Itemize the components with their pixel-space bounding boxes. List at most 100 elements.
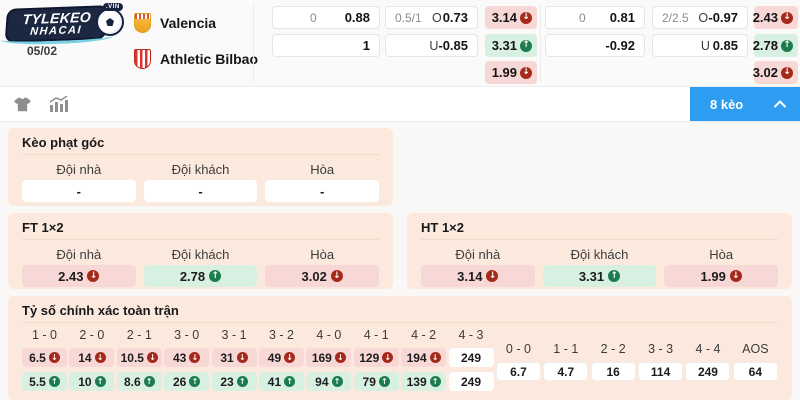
g1-handicap-home-cell[interactable]: 0 0.88	[272, 6, 380, 29]
score-odds-cell-bottom[interactable]: 249	[448, 372, 494, 391]
score-odds-value: 94	[315, 374, 329, 389]
corner-draw-cell[interactable]: -	[265, 180, 379, 202]
away-column-header: Đội khách	[171, 247, 230, 262]
g2-1x2-home-odds: 2.43	[752, 10, 778, 25]
odds-down-icon: ↓	[330, 270, 343, 282]
draw-score-odds-cell[interactable]: 16	[590, 362, 636, 381]
odds-down-icon: ↓	[781, 66, 793, 79]
score-odds-cell-top[interactable]: 10.5 ↓	[116, 348, 162, 367]
g1-over-cell[interactable]: 0.5/1 O 0.73	[385, 6, 478, 29]
g1-1x2-draw-odds: 1.99	[491, 65, 517, 80]
score-odds-cell-bottom[interactable]: 10 ↑	[69, 372, 115, 391]
score-column: 4 - 3 249 249	[448, 327, 494, 391]
score-odds-value: 249	[697, 364, 718, 379]
g1-handicap-away-cell[interactable]: 1	[272, 34, 380, 57]
score-odds-cell-bottom[interactable]: 26 ↑	[164, 372, 210, 391]
ht-draw-odds-cell[interactable]: 1.99 ↓	[664, 265, 778, 287]
draw-score-odds-cell[interactable]: 114	[638, 362, 684, 381]
score-odds-value: 6.5	[29, 350, 46, 365]
ht-home-odds-cell[interactable]: 3.14 ↓	[421, 265, 535, 287]
ft-home-odds-cell[interactable]: 2.43 ↓	[22, 265, 136, 287]
ft-1x2-panel: FT 1×2 Đội nhà Đội khách Hòa 2.43 ↓ 2.78…	[8, 213, 393, 289]
score-label: 3 - 0	[174, 328, 200, 342]
lineup-jersey-icon[interactable]	[14, 97, 31, 112]
score-odds-cell-bottom[interactable]: 94 ↑	[306, 372, 352, 391]
keo-count-button[interactable]: 8 kèo	[690, 87, 800, 121]
score-odds-cell-top[interactable]: 249	[448, 348, 494, 367]
odds-up-icon: ↑	[520, 39, 532, 52]
g2-1x2-draw-cell[interactable]: 3.02 ↓	[752, 61, 798, 84]
draw-column-header: Hòa	[310, 162, 335, 177]
score-odds-value: 23	[220, 374, 234, 389]
score-odds-cell-top[interactable]: 6.5 ↓	[22, 348, 67, 367]
ht-away-odds-cell[interactable]: 3.31 ↑	[542, 265, 657, 287]
draw-score-odds-cell[interactable]: 4.7	[543, 362, 589, 381]
team-row-home: Valencia	[134, 10, 216, 36]
odds-up-icon: ↑	[429, 376, 441, 387]
corner-home-cell[interactable]: -	[22, 180, 136, 202]
draw-column-header: Hòa	[310, 247, 335, 262]
match-header: TYLEKEO NHACAI .VIN 05/02 Valencia Athle…	[0, 0, 800, 87]
draw-score-column: 3 - 3 114	[638, 327, 684, 391]
odds-down-icon: ↓	[729, 270, 742, 282]
g1-1x2-away-cell[interactable]: 3.31 ↑	[485, 34, 537, 57]
match-toolbar: 8 kèo	[0, 87, 800, 122]
g2-handicap-away-cell[interactable]: -0.92	[545, 34, 645, 57]
g1-1x2-away-odds: 3.31	[491, 38, 517, 53]
stats-chart-icon[interactable]	[49, 96, 69, 112]
g2-1x2-home-cell[interactable]: 2.43 ↓	[752, 6, 798, 29]
odds-down-icon: ↓	[429, 352, 441, 363]
g2-under-cell[interactable]: U 0.85	[652, 34, 748, 57]
g1-under-label: U	[429, 38, 439, 53]
corner-away-cell[interactable]: -	[143, 180, 258, 202]
ft-away-odds-cell[interactable]: 2.78 ↑	[143, 265, 258, 287]
score-odds-cell-bottom[interactable]: 23 ↑	[211, 372, 257, 391]
score-odds-cell-bottom[interactable]: 5.5 ↑	[22, 372, 67, 391]
match-date: 05/02	[27, 44, 58, 58]
g2-1x2-away-cell[interactable]: 2.78 ↑	[752, 34, 798, 57]
ft-draw-odds-cell[interactable]: 3.02 ↓	[265, 265, 379, 287]
score-odds-cell-top[interactable]: 49 ↓	[258, 348, 304, 367]
score-odds-cell-bottom[interactable]: 79 ↑	[353, 372, 399, 391]
g2-handicap-home-odds: 0.81	[609, 10, 635, 25]
score-odds-cell-top[interactable]: 31 ↓	[211, 348, 257, 367]
odds-down-icon: ↓	[486, 270, 499, 282]
score-label: 4 - 4	[695, 342, 721, 356]
score-label: 1 - 1	[553, 342, 579, 356]
g1-handicap-home-odds: 0.88	[344, 10, 370, 25]
draw-score-odds-cell[interactable]: 249	[685, 362, 731, 381]
draw-score-odds-cell[interactable]: 6.7	[495, 362, 541, 381]
g2-over-cell[interactable]: 2/2.5 O -0.97	[652, 6, 748, 29]
score-odds-cell-bottom[interactable]: 8.6 ↑	[116, 372, 162, 391]
g1-1x2-home-cell[interactable]: 3.14 ↓	[485, 6, 537, 29]
score-odds-cell-top[interactable]: 194 ↓	[401, 348, 447, 367]
draw-score-odds-cell[interactable]: 64	[732, 362, 778, 381]
score-odds-cell-top[interactable]: 43 ↓	[164, 348, 210, 367]
score-odds-cell-top[interactable]: 14 ↓	[69, 348, 115, 367]
score-odds-value: 129	[359, 350, 380, 365]
score-odds-value: 169	[311, 350, 332, 365]
ft-draw-odds: 3.02	[301, 268, 327, 284]
score-odds-cell-bottom[interactable]: 139 ↑	[401, 372, 447, 391]
score-odds-value: 79	[362, 374, 376, 389]
score-label: 2 - 0	[79, 328, 105, 342]
g2-1x2-draw-odds: 3.02	[752, 65, 778, 80]
odds-up-icon: ↑	[781, 39, 793, 52]
site-logo[interactable]: TYLEKEO NHACAI .VIN	[0, 2, 132, 58]
score-odds-cell-top[interactable]: 129 ↓	[353, 348, 399, 367]
header-divider-1	[253, 4, 254, 82]
team-row-away: Athletic Bilbao	[134, 46, 258, 72]
score-odds-cell-bottom[interactable]: 41 ↑	[258, 372, 304, 391]
g2-under-odds: 0.85	[712, 38, 738, 53]
g1-1x2-draw-cell[interactable]: 1.99 ↓	[485, 61, 537, 84]
score-odds-value: 16	[606, 364, 620, 379]
score-odds-cell-top[interactable]: 169 ↓	[306, 348, 352, 367]
score-column: 3 - 1 31 ↓ 23 ↑	[211, 327, 257, 391]
g1-under-cell[interactable]: U -0.85	[385, 34, 478, 57]
g2-1x2-away-odds: 2.78	[752, 38, 778, 53]
score-odds-value: 139	[406, 374, 427, 389]
ht-away-odds: 3.31	[578, 268, 605, 284]
score-odds-value: 8.6	[123, 374, 141, 389]
g2-handicap-home-cell[interactable]: 0 0.81	[545, 6, 645, 29]
odds-up-icon: ↑	[608, 270, 621, 282]
